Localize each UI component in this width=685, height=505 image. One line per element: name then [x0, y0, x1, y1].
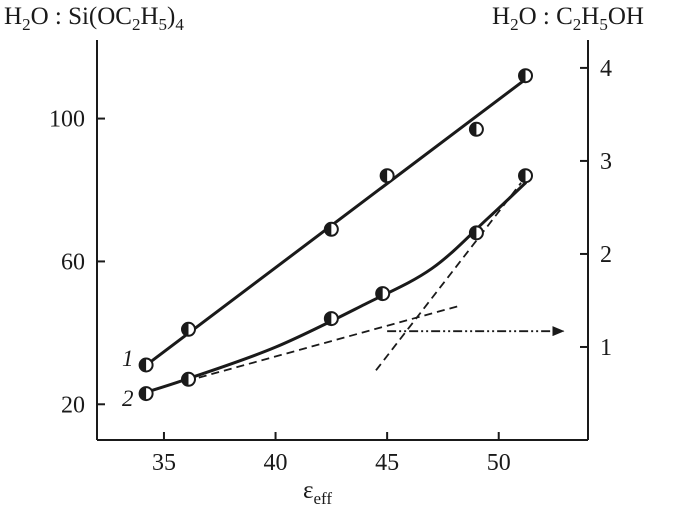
- series-label-2: 2: [122, 386, 134, 411]
- x-tick-label: 45: [375, 450, 399, 476]
- series-2-point: [375, 286, 391, 302]
- guide-lines: [186, 182, 565, 382]
- guide-line-1: [186, 305, 459, 382]
- right-axis-title: H2O : C2H5OH: [492, 3, 644, 34]
- series-2-point: [323, 311, 339, 327]
- data-points: [138, 68, 534, 402]
- y-left-tick-label: 20: [61, 392, 85, 418]
- x-tick-label: 35: [152, 450, 176, 476]
- y-right-tick-label: 2: [600, 242, 612, 268]
- series-1-point: [379, 168, 395, 184]
- axes: [96, 40, 589, 441]
- y-left-tick-label: 60: [61, 249, 85, 275]
- y-right-tick-label: 4: [600, 56, 612, 82]
- series-label-1: 1: [122, 346, 134, 371]
- y-left-tick-label: 100: [49, 107, 85, 133]
- x-tick-label: 50: [487, 450, 511, 476]
- series-1-point: [138, 357, 154, 373]
- x-axis-title-main: ε: [303, 477, 314, 504]
- series-1-point: [518, 68, 534, 84]
- ticks: 35 40 45 50 20 60 100 1 2 3 4: [49, 56, 612, 476]
- series-1-point: [181, 321, 197, 337]
- y-right-tick-label: 3: [600, 149, 612, 175]
- series-1-point: [468, 121, 484, 137]
- series-2-point: [181, 371, 197, 387]
- x-tick-label: 40: [264, 450, 288, 476]
- series-2-line: [140, 181, 528, 396]
- guide-line-2: [375, 182, 522, 371]
- left-axis-title: H2O : Si(OC2H5)4: [4, 3, 184, 34]
- series-2-point: [468, 225, 484, 241]
- series-2-point: [518, 168, 534, 184]
- x-axis-title: εeff: [303, 477, 332, 505]
- y-right-tick-label: 1: [600, 335, 612, 361]
- series-2-point: [138, 386, 154, 402]
- x-axis-title-sub: eff: [314, 489, 333, 505]
- series-1-point: [323, 221, 339, 237]
